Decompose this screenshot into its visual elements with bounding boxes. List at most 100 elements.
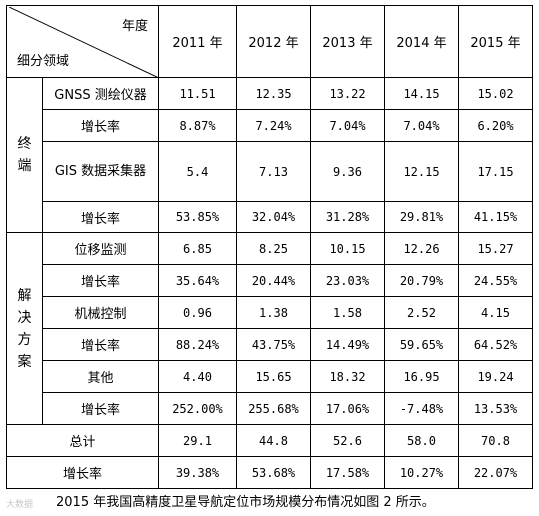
diagonal-line-icon xyxy=(9,6,158,77)
value-cell: 11.51 xyxy=(158,77,237,110)
value-cell: 17.58% xyxy=(310,456,385,489)
value-cell: 15.65 xyxy=(236,360,311,393)
subcategory-cell: 增长率 xyxy=(42,109,159,142)
value-cell: 9.36 xyxy=(310,141,385,202)
value-cell: 52.6 xyxy=(310,424,385,457)
table-row: 增长率 53.85% 32.04% 31.28% 29.81% 41.15% xyxy=(7,201,533,233)
value-cell: 13.22 xyxy=(310,77,385,110)
value-cell: 88.24% xyxy=(158,328,237,361)
total-growth-row: 增长率 39.38% 53.68% 17.58% 10.27% 22.07% xyxy=(6,456,533,489)
value-cell: 252.00% xyxy=(158,392,237,425)
value-cell: 4.40 xyxy=(158,360,237,393)
value-cell: 7.13 xyxy=(236,141,311,202)
table-row: GIS 数据采集器 5.4 7.13 9.36 12.15 17.15 xyxy=(7,141,533,202)
value-cell: 58.0 xyxy=(384,424,459,457)
header-row: 年度 细分领域 2011 年 2012 年 2013 年 2014 年 2015… xyxy=(6,5,533,78)
value-cell: 0.96 xyxy=(158,296,237,329)
subcategory-cell: GIS 数据采集器 xyxy=(42,141,159,202)
total-growth-label: 增长率 xyxy=(6,456,159,489)
value-cell: 29.1 xyxy=(158,424,237,457)
value-cell: 23.03% xyxy=(310,264,385,297)
value-cell: 53.68% xyxy=(236,456,311,489)
value-cell: 14.49% xyxy=(310,328,385,361)
table-row: 增长率 252.00% 255.68% 17.06% -7.48% 13.53% xyxy=(7,392,533,425)
corner-cell: 年度 细分领域 xyxy=(6,5,159,78)
value-cell: 24.55% xyxy=(458,264,533,297)
value-cell: 17.06% xyxy=(310,392,385,425)
value-cell: 4.15 xyxy=(458,296,533,329)
value-cell: 64.52% xyxy=(458,328,533,361)
table-row: 增长率 88.24% 43.75% 14.49% 59.65% 64.52% xyxy=(7,328,533,361)
value-cell: 59.65% xyxy=(384,328,459,361)
year-header: 2012 年 xyxy=(236,5,311,78)
value-cell: 12.26 xyxy=(384,232,459,265)
table-row: 其他 4.40 15.65 18.32 16.95 19.24 xyxy=(7,360,533,393)
value-cell: 12.15 xyxy=(384,141,459,202)
value-cell: 1.58 xyxy=(310,296,385,329)
value-cell: 10.27% xyxy=(384,456,459,489)
value-cell: 8.25 xyxy=(236,232,311,265)
value-cell: -7.48% xyxy=(384,392,459,425)
category-label: 解决方案 xyxy=(17,287,32,370)
caption: 2015 年我国高精度卫星导航定位市场规模分布情况如图 2 所示。 xyxy=(56,495,435,510)
value-cell: 10.15 xyxy=(310,232,385,265)
value-cell: 32.04% xyxy=(236,201,311,233)
table-row: 增长率 35.64% 20.44% 23.03% 20.79% 24.55% xyxy=(7,264,533,297)
value-cell: 255.68% xyxy=(236,392,311,425)
value-cell: 16.95 xyxy=(384,360,459,393)
value-cell: 5.4 xyxy=(158,141,237,202)
category-label: 终端 xyxy=(17,136,32,174)
subcategory-cell: 机械控制 xyxy=(42,296,159,329)
subcategory-cell: 增长率 xyxy=(42,264,159,297)
value-cell: 15.02 xyxy=(458,77,533,110)
value-cell: 6.85 xyxy=(158,232,237,265)
value-cell: 15.27 xyxy=(458,232,533,265)
value-cell: 1.38 xyxy=(236,296,311,329)
value-cell: 17.15 xyxy=(458,141,533,202)
value-cell: 31.28% xyxy=(310,201,385,233)
value-cell: 44.8 xyxy=(236,424,311,457)
value-cell: 7.04% xyxy=(310,109,385,142)
category-cell: 解决方案 xyxy=(6,232,43,425)
value-cell: 19.24 xyxy=(458,360,533,393)
table-row: 终端 GNSS 测绘仪器 11.51 12.35 13.22 14.15 15.… xyxy=(6,77,533,233)
year-header: 2011 年 xyxy=(158,5,237,78)
value-cell: 13.53% xyxy=(458,392,533,425)
value-cell: 53.85% xyxy=(158,201,237,233)
value-cell: 29.81% xyxy=(384,201,459,233)
value-cell: 18.32 xyxy=(310,360,385,393)
value-cell: 7.04% xyxy=(384,109,459,142)
total-row: 总计 29.1 44.8 52.6 58.0 70.8 xyxy=(6,424,533,457)
market-size-table: 年度 细分领域 2011 年 2012 年 2013 年 2014 年 2015… xyxy=(6,5,533,489)
value-cell: 39.38% xyxy=(158,456,237,489)
table-row: 解决方案 位移监测 6.85 8.25 10.15 12.26 15.27 xyxy=(6,232,533,425)
subcategory-cell: 增长率 xyxy=(42,392,159,425)
subcategory-cell: 其他 xyxy=(42,360,159,393)
value-cell: 22.07% xyxy=(458,456,533,489)
value-cell: 6.20% xyxy=(458,109,533,142)
value-cell: 41.15% xyxy=(458,201,533,233)
corner-field-label: 细分领域 xyxy=(17,53,70,69)
subcategory-cell: 增长率 xyxy=(42,328,159,361)
total-label: 总计 xyxy=(6,424,159,457)
value-cell: 2.52 xyxy=(384,296,459,329)
category-cell: 终端 xyxy=(6,77,43,233)
table-row: 机械控制 0.96 1.38 1.58 2.52 4.15 xyxy=(7,296,533,329)
table-row: 增长率 8.87% 7.24% 7.04% 7.04% 6.20% xyxy=(7,109,533,142)
value-cell: 20.44% xyxy=(236,264,311,297)
watermark: 大数据 xyxy=(6,500,34,510)
corner-year-label: 年度 xyxy=(121,18,148,34)
value-cell: 35.64% xyxy=(158,264,237,297)
value-cell: 12.35 xyxy=(236,77,311,110)
value-cell: 43.75% xyxy=(236,328,311,361)
value-cell: 20.79% xyxy=(384,264,459,297)
year-header: 2013 年 xyxy=(310,5,385,78)
subcategory-cell: 增长率 xyxy=(42,201,159,233)
value-cell: 8.87% xyxy=(158,109,237,142)
subcategory-cell: 位移监测 xyxy=(42,232,159,265)
value-cell: 7.24% xyxy=(236,109,311,142)
subcategory-cell: GNSS 测绘仪器 xyxy=(42,77,159,110)
year-header: 2015 年 xyxy=(458,5,533,78)
value-cell: 14.15 xyxy=(384,77,459,110)
year-header: 2014 年 xyxy=(384,5,459,78)
